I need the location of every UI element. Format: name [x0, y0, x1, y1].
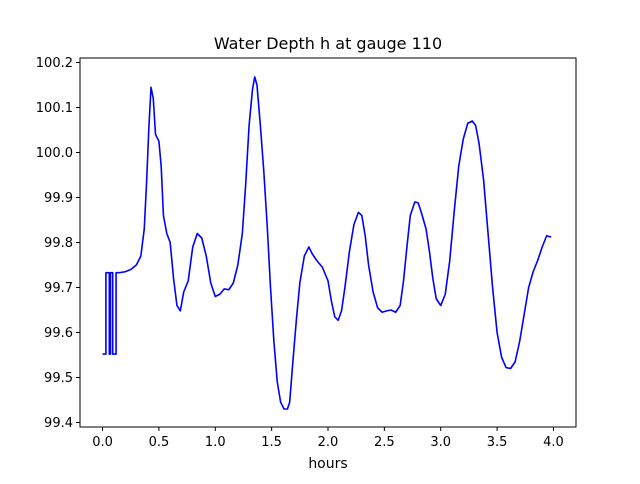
y-tick-label: 99.9 [44, 191, 73, 206]
x-tick-label: 1.0 [205, 435, 226, 450]
y-tick-label: 99.8 [44, 236, 73, 251]
x-axis-label: hours [308, 456, 347, 472]
x-tick-label: 2.5 [374, 435, 395, 450]
x-axis-ticks: 0.0 0.5 1.0 1.5 2.0 2.5 3.0 3.5 4.0 [92, 427, 564, 450]
x-tick-label: 3.0 [430, 435, 451, 450]
x-tick-label: 2.0 [318, 435, 339, 450]
plot-area [80, 58, 576, 427]
x-tick-label: 0.0 [92, 435, 113, 450]
y-tick-label: 99.5 [44, 371, 73, 386]
x-tick-label: 0.5 [149, 435, 170, 450]
x-tick-label: 1.5 [261, 435, 282, 450]
chart-title: Water Depth h at gauge 110 [214, 34, 442, 53]
x-tick-label: 3.5 [487, 435, 508, 450]
y-tick-label: 100.0 [36, 146, 73, 161]
y-tick-label: 99.4 [44, 416, 73, 431]
y-tick-label: 100.1 [36, 101, 73, 116]
y-axis-ticks: 99.4 99.5 99.6 99.7 99.8 99.9 100.0 100.1 100.2 [36, 56, 80, 431]
y-tick-label: 99.6 [44, 326, 73, 341]
series-group [102, 76, 552, 410]
plot-frame [79, 57, 577, 428]
series-line [102, 76, 552, 410]
y-tick-label: 99.7 [44, 281, 73, 296]
x-tick-label: 4.0 [543, 435, 564, 450]
y-tick-label: 100.2 [36, 56, 73, 71]
